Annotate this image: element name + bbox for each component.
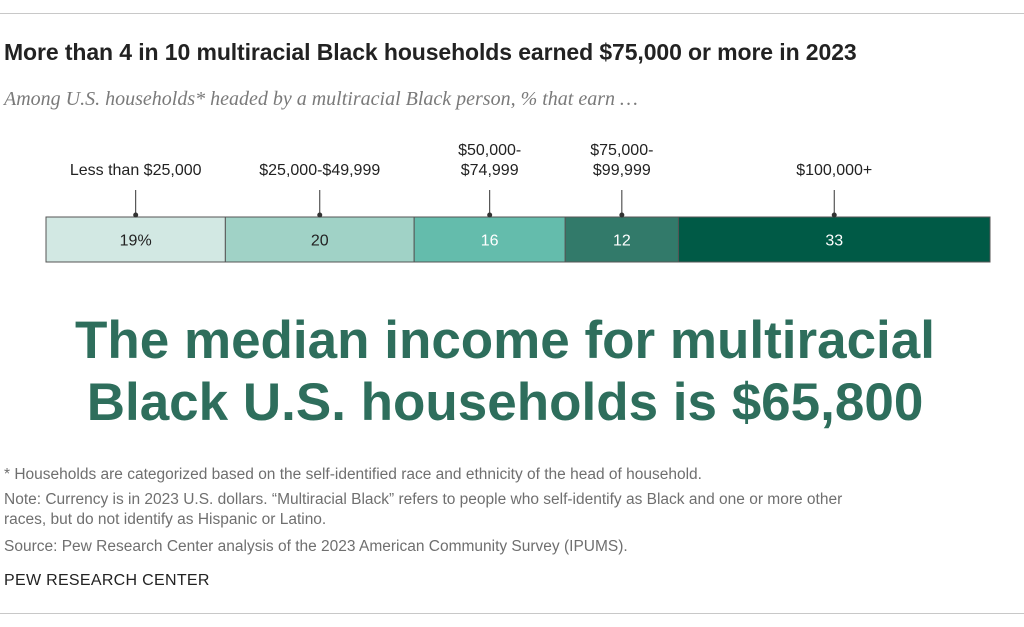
bar-segment [677,216,991,263]
value-label: 19% [120,233,152,250]
bottom-rule [0,613,1024,614]
bar-segment-group: 20 $25,000-$49,999 [224,162,415,263]
top-rule [0,13,1024,14]
leader-dot [619,212,625,218]
leader-dot [487,212,493,218]
stacked-bar-chart: 19% Less than $25,000 20 $25,000-$49,999 16 $… [45,142,991,263]
source-note: Source: Pew Research Center analysis of … [4,538,628,555]
headline-line-1: The median income for multiracial [75,311,935,370]
leader-dot [317,212,323,218]
note-line-2: races, but do not identify as Hispanic o… [4,511,327,528]
bar-segment-group: 19% Less than $25,000 [45,162,226,263]
category-label: $25,000-$49,999 [259,162,380,179]
chart-subtitle: Among U.S. households* headed by a multi… [4,88,638,110]
value-label: 16 [481,233,499,250]
category-label: $100,000+ [796,162,872,179]
chart-title: More than 4 in 10 multiracial Black hous… [4,39,857,65]
value-label: 12 [613,233,631,250]
category-label: Less than $25,000 [70,162,202,179]
brand-logo: PEW RESEARCH CENTER [4,572,210,589]
footnote: * Households are categorized based on th… [4,466,702,483]
bar-segment-group: 12 $75,000- $99,999 [564,142,679,263]
category-label: $74,999 [461,162,519,179]
value-label: 20 [311,233,329,250]
bar-segment-group: 33 $100,000+ [677,162,991,263]
category-label: $50,000- [458,142,521,159]
headline-line-2: Black U.S. households is $65,800 [86,373,924,432]
leader-dot [831,212,837,218]
bar-segment [413,216,566,263]
category-label: $99,999 [593,162,651,179]
bar-segment [224,216,415,263]
bar-segment-group: 16 $50,000- $74,999 [413,142,566,263]
bar-segment [564,216,679,263]
bar-segment [45,216,226,263]
leader-dot [133,212,139,218]
category-label: $75,000- [590,142,653,159]
value-label: 33 [825,233,843,250]
note-line-1: Note: Currency is in 2023 U.S. dollars. … [4,491,843,508]
